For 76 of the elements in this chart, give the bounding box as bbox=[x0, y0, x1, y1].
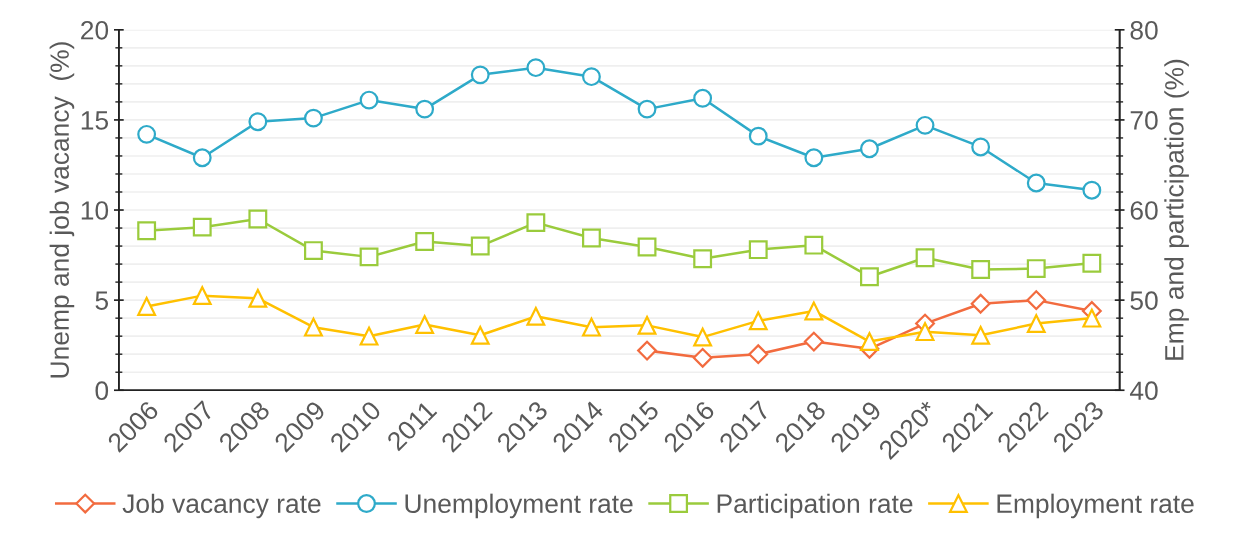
point bbox=[359, 247, 379, 267]
point bbox=[470, 65, 490, 85]
point bbox=[693, 327, 713, 347]
y2-axis-title: Emp and participation (%) bbox=[1164, 59, 1189, 360]
point bbox=[248, 288, 268, 308]
legend-label: Participation rate bbox=[717, 493, 913, 519]
point bbox=[637, 340, 657, 361]
y-tick-label: 15 bbox=[81, 111, 109, 130]
point bbox=[804, 235, 824, 255]
y-tick-label: 5 bbox=[95, 291, 109, 310]
point bbox=[693, 249, 713, 269]
y2-tick-label: 40 bbox=[1129, 381, 1158, 401]
point bbox=[137, 297, 157, 316]
point bbox=[748, 240, 768, 260]
point bbox=[637, 237, 657, 257]
point bbox=[803, 331, 824, 352]
y-axis-title: Unemp and job vacancy (%) bbox=[49, 42, 75, 378]
point bbox=[860, 139, 879, 159]
point bbox=[192, 217, 212, 237]
point bbox=[582, 317, 601, 337]
y-tick-label: 10 bbox=[81, 201, 109, 220]
y-tick-label: 20 bbox=[81, 20, 109, 40]
point bbox=[582, 67, 601, 87]
point bbox=[804, 301, 824, 321]
point bbox=[470, 325, 490, 345]
point bbox=[415, 315, 435, 334]
y2-tick-label: 50 bbox=[1130, 291, 1158, 310]
point bbox=[692, 347, 713, 368]
legend-label: Job vacancy rate bbox=[122, 493, 321, 519]
point bbox=[971, 325, 991, 345]
point bbox=[192, 286, 212, 306]
legend-label: Employment rate bbox=[997, 493, 1194, 519]
y2-tick-label: 70 bbox=[1130, 111, 1158, 130]
point bbox=[1026, 173, 1046, 193]
point bbox=[637, 99, 657, 119]
point bbox=[304, 241, 323, 261]
y2-tick-label: 60 bbox=[1130, 201, 1158, 220]
point bbox=[748, 311, 768, 331]
point bbox=[415, 232, 435, 252]
point bbox=[860, 332, 879, 352]
point bbox=[137, 221, 157, 241]
point bbox=[248, 209, 268, 229]
point bbox=[860, 267, 879, 287]
point bbox=[748, 126, 768, 146]
point bbox=[415, 99, 435, 119]
point bbox=[582, 228, 601, 248]
point bbox=[1026, 314, 1046, 333]
point bbox=[248, 112, 268, 132]
point bbox=[304, 108, 323, 128]
point bbox=[971, 137, 991, 157]
point bbox=[526, 306, 546, 326]
point bbox=[470, 236, 490, 256]
point bbox=[1082, 308, 1102, 328]
point bbox=[1082, 180, 1102, 200]
point bbox=[970, 293, 991, 314]
point bbox=[971, 260, 991, 279]
point bbox=[137, 124, 157, 144]
legend-label: Unemployment rate bbox=[405, 493, 633, 519]
point bbox=[1082, 253, 1102, 273]
point bbox=[526, 58, 546, 78]
point bbox=[915, 115, 935, 135]
point bbox=[693, 88, 713, 108]
y-tick-label: 0 bbox=[95, 381, 109, 401]
point bbox=[526, 213, 546, 233]
point bbox=[1026, 259, 1046, 279]
point bbox=[804, 148, 824, 168]
point bbox=[359, 90, 379, 110]
point bbox=[192, 148, 212, 168]
y2-tick-label: 80 bbox=[1130, 20, 1158, 40]
point bbox=[1026, 290, 1047, 311]
point bbox=[637, 315, 657, 335]
point bbox=[304, 317, 323, 337]
point bbox=[748, 344, 769, 365]
point bbox=[915, 248, 935, 268]
point bbox=[359, 326, 379, 346]
point bbox=[915, 322, 935, 342]
